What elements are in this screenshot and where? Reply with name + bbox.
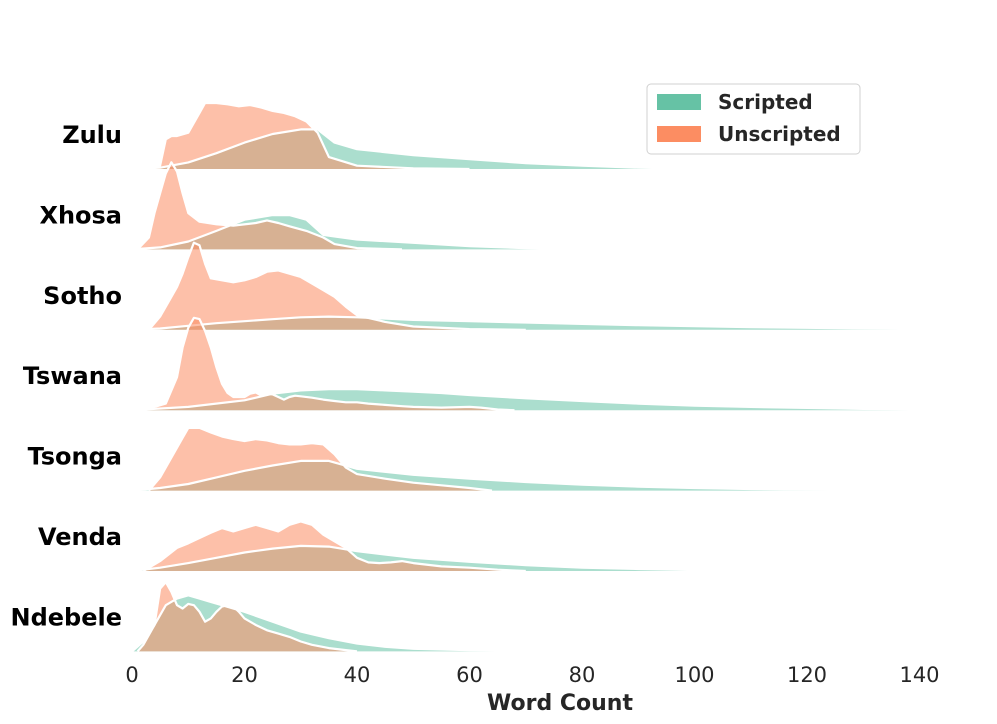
row-label-venda: Venda (38, 523, 122, 551)
zulu-scripted-outline (131, 128, 751, 171)
ridge-zulu: Zulu (62, 101, 751, 171)
zulu-unscripted-area (148, 103, 470, 169)
zulu-unscripted-outline (148, 101, 470, 171)
x-tick-label-140: 140 (899, 663, 939, 687)
x-tick-label-20: 20 (231, 663, 258, 687)
x-axis: 0 20 40 60 80 100 120 140 (125, 663, 939, 687)
x-axis-title: Word Count (487, 691, 633, 716)
x-tick-label-40: 40 (344, 663, 371, 687)
sotho-scripted-outline (131, 315, 988, 331)
venda-unscripted-area (143, 521, 526, 571)
ndebele-unscripted-outline (136, 581, 358, 653)
ridge-ndebele: Ndebele (10, 581, 611, 653)
ndebele-unscripted-area (137, 582, 357, 652)
tswana-unscripted-outline (142, 316, 515, 412)
x-tick-label-60: 60 (456, 663, 483, 687)
venda-unscripted-outline (142, 520, 526, 573)
row-label-ndebele: Ndebele (10, 603, 122, 631)
venda-scripted-outline (131, 544, 988, 573)
ridge-xhosa: Xhosa (39, 161, 656, 251)
xhosa-unscripted-area (137, 162, 402, 250)
xhosa-unscripted-outline (136, 161, 403, 251)
ndebele-scripted-outline (131, 594, 611, 653)
ridge-sotho: Sotho (43, 241, 988, 331)
ridge-tswana: Tswana (23, 316, 988, 412)
row-label-tsonga: Tsonga (28, 443, 122, 471)
legend-label-unscripted: Unscripted (718, 122, 841, 146)
tsonga-scripted-outline (131, 459, 881, 492)
legend-label-scripted: Scripted (718, 90, 813, 114)
row-label-xhosa: Xhosa (39, 201, 122, 229)
x-tick-label-80: 80 (569, 663, 596, 687)
ridge-venda: Venda (38, 520, 988, 573)
x-tick-label-0: 0 (125, 663, 138, 687)
tswana-scripted-outline (131, 388, 988, 412)
legend: Scripted Unscripted (646, 83, 861, 155)
x-tick-label-100: 100 (674, 663, 714, 687)
sotho-unscripted-outline (148, 241, 526, 331)
tswana-unscripted-area (143, 317, 515, 411)
row-label-sotho: Sotho (43, 282, 122, 310)
ridge-tsonga: Tsonga (28, 426, 881, 492)
ridges: Zulu Xhosa Sotho Tswana Tsonga Venda Ndebele (10, 101, 988, 653)
row-label-tswana: Tswana (23, 362, 122, 390)
x-tick-label-120: 120 (787, 663, 827, 687)
legend-swatch-unscripted (657, 126, 701, 142)
tsonga-unscripted-area (148, 427, 492, 491)
row-label-zulu: Zulu (62, 121, 122, 149)
xhosa-scripted-outline (131, 214, 656, 251)
tsonga-unscripted-outline (148, 426, 493, 492)
sotho-unscripted-area (148, 242, 526, 330)
legend-swatch-scripted (657, 94, 701, 110)
